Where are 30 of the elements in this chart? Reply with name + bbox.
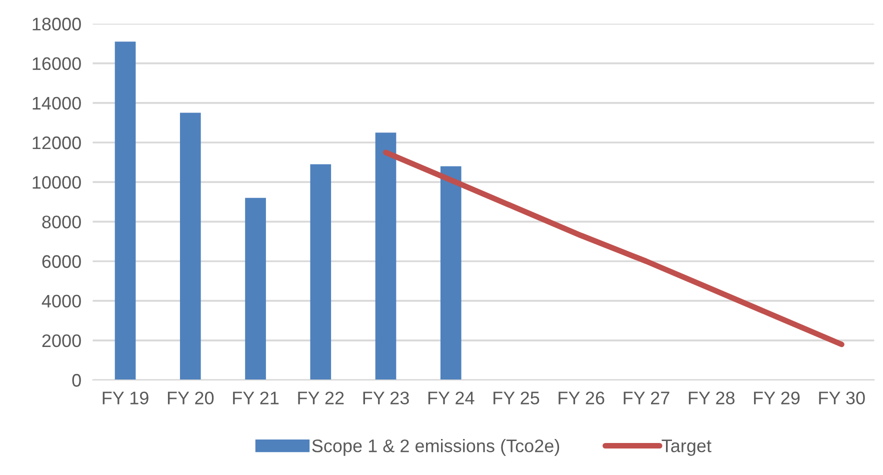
x-tick-label: FY 22	[298, 392, 344, 404]
y-tick-label: 12000	[32, 136, 81, 150]
y-tick-label: 14000	[32, 96, 81, 110]
x-tick-label: FY 23	[363, 392, 409, 404]
x-tick-label: FY 21	[233, 392, 279, 404]
bar	[114, 42, 136, 380]
y-tick-label: 2000	[42, 334, 81, 348]
y-tick-label: 4000	[42, 294, 81, 308]
x-tick-label: FY 20	[168, 392, 214, 404]
x-tick-label: FY 29	[754, 392, 800, 404]
y-tick-label: 0	[72, 374, 81, 387]
bar	[440, 166, 462, 380]
y-tick-label: 10000	[32, 176, 81, 189]
x-tick-label: FY 27	[624, 392, 670, 404]
y-tick-label: 16000	[32, 57, 81, 70]
y-tick-label: 8000	[42, 216, 81, 228]
x-tick-label: FY 24	[428, 392, 474, 404]
bar	[245, 198, 266, 380]
bar	[180, 112, 201, 380]
legend-label: Target	[662, 440, 712, 456]
x-tick-label: FY 25	[494, 392, 540, 404]
y-tick-label: 18000	[32, 18, 81, 30]
legend-label: Scope 1 & 2 emissions (Tco2e)	[312, 439, 560, 456]
x-tick-label: FY 28	[688, 392, 735, 404]
y-tick-label: 6000	[42, 255, 81, 268]
bar	[310, 164, 332, 380]
x-tick-label: FY 19	[102, 392, 148, 404]
x-tick-label: FY 26	[558, 392, 604, 404]
x-tick-label: FY 30	[819, 392, 865, 404]
bar	[375, 132, 396, 380]
